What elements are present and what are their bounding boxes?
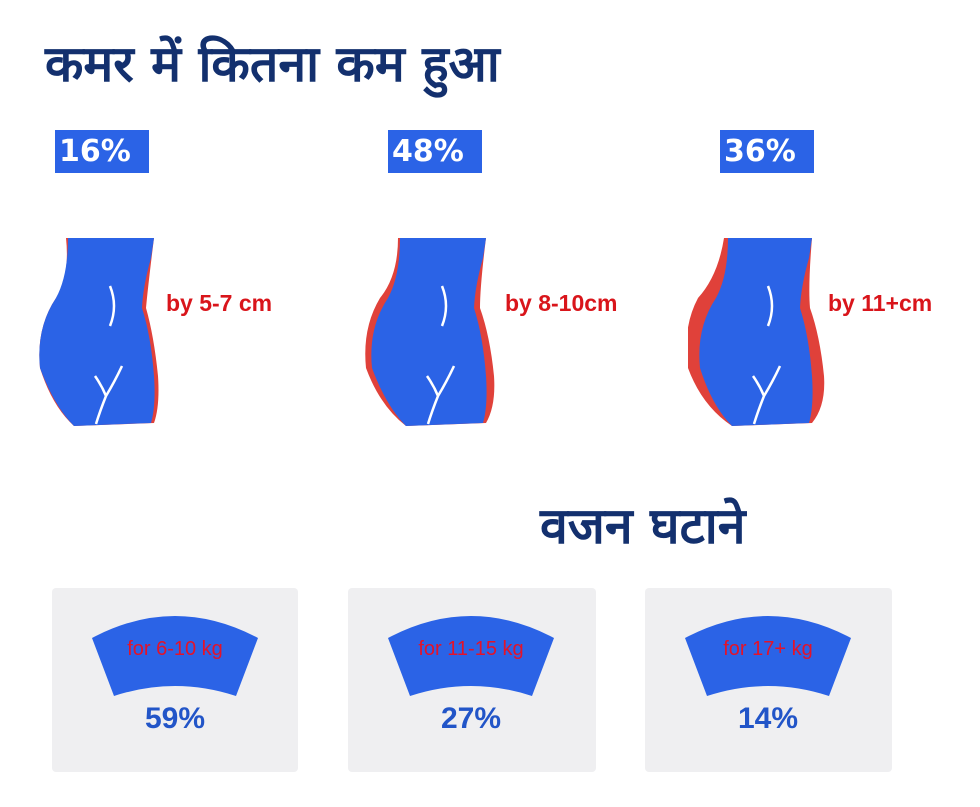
weight-range-label: for 6-10 kg xyxy=(127,638,223,660)
arc-shape-icon xyxy=(388,616,554,696)
weight-range-label: for 17+ kg xyxy=(723,638,813,660)
torso-icon xyxy=(39,238,159,426)
waist-percent-badge: 36% xyxy=(720,130,814,173)
arc-shape-icon xyxy=(92,616,258,696)
weight-panel: for 6-10 kg 59% xyxy=(52,588,298,772)
arc-shape-icon xyxy=(685,616,851,696)
torso-icon xyxy=(365,238,495,426)
waist-percent-badge: 16% xyxy=(55,130,149,173)
weight-title: वजन घटाने xyxy=(540,497,746,555)
torso-icon xyxy=(688,238,825,426)
waist-reduction-label: by 11+cm xyxy=(828,290,933,316)
weight-panel: for 17+ kg 14% xyxy=(645,588,892,772)
waist-reduction-label: by 5-7 cm xyxy=(166,290,273,316)
weight-panel: for 11-15 kg 27% xyxy=(348,588,596,772)
weight-percent: 27% xyxy=(440,702,502,735)
weight-range-label: for 11-15 kg xyxy=(418,638,524,660)
waist-percent-badge: 48% xyxy=(388,130,482,173)
weight-percent: 14% xyxy=(737,702,799,735)
waist-reduction-label: by 8-10cm xyxy=(505,290,618,316)
waist-title: कमर में कितना कम हुआ xyxy=(45,35,500,93)
weight-percent: 59% xyxy=(144,702,206,735)
